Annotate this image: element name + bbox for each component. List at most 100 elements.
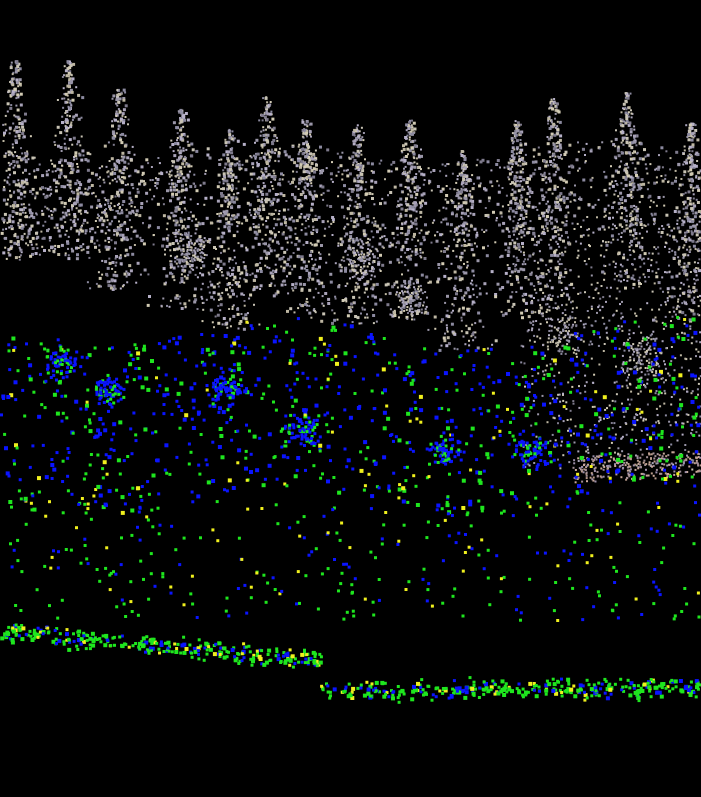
colored-point: [331, 321, 334, 325]
colored-point: [61, 211, 64, 214]
colored-point: [473, 227, 477, 231]
colored-point: [15, 155, 18, 157]
colored-point: [444, 164, 447, 167]
colored-point: [121, 285, 124, 288]
colored-point: [322, 198, 325, 201]
colored-point: [216, 213, 219, 215]
colored-point: [264, 106, 267, 109]
colored-point: [261, 187, 264, 190]
colored-point: [639, 308, 642, 311]
colored-point: [116, 190, 120, 194]
colored-point: [119, 206, 121, 209]
colored-point: [608, 416, 610, 419]
colored-point: [641, 226, 644, 229]
colored-point: [450, 262, 453, 265]
colored-point: [297, 153, 300, 156]
colored-point: [693, 164, 697, 168]
colored-point: [621, 225, 624, 228]
colored-point: [683, 203, 685, 206]
colored-point: [110, 168, 113, 171]
colored-point: [184, 305, 187, 308]
colored-point: [259, 215, 262, 218]
colored-point: [14, 204, 17, 207]
colored-point: [120, 188, 124, 192]
colored-point: [19, 185, 22, 188]
colored-point: [193, 287, 197, 291]
colored-point: [465, 324, 468, 327]
colored-point: [170, 174, 173, 177]
colored-point: [354, 288, 358, 292]
colored-point: [230, 205, 234, 209]
colored-point: [688, 238, 692, 242]
colored-point: [3, 186, 6, 188]
colored-point: [66, 110, 69, 113]
colored-point: [393, 311, 396, 314]
colored-point: [352, 142, 356, 146]
colored-point: [520, 180, 522, 183]
colored-point: [418, 186, 421, 189]
colored-point: [249, 273, 252, 276]
colored-point: [17, 96, 20, 99]
colored-point: [463, 249, 466, 252]
colored-point: [107, 141, 110, 144]
colored-point: [689, 248, 692, 251]
colored-point: [127, 118, 130, 121]
colored-point: [184, 179, 188, 183]
colored-point: [699, 415, 701, 418]
colored-point: [401, 232, 404, 235]
colored-point: [690, 207, 694, 211]
colored-point: [262, 97, 265, 100]
colored-point: [133, 206, 136, 209]
colored-point: [364, 255, 367, 258]
colored-point: [180, 253, 183, 256]
colored-point: [687, 156, 691, 160]
colored-point: [371, 221, 374, 224]
colored-point: [449, 230, 452, 233]
colored-point: [554, 126, 557, 129]
colored-point: [613, 278, 616, 281]
colored-point: [9, 94, 13, 98]
colored-point: [329, 205, 333, 208]
colored-point: [654, 352, 657, 355]
colored-point: [551, 162, 554, 165]
colored-point: [668, 374, 671, 377]
colored-point: [518, 157, 521, 160]
colored-point: [310, 251, 312, 254]
colored-point: [256, 211, 260, 215]
colored-point: [384, 238, 388, 242]
colored-point: [582, 323, 585, 326]
colored-point: [559, 177, 563, 181]
colored-point: [200, 288, 203, 291]
colored-point: [235, 262, 237, 265]
colored-point: [80, 225, 83, 228]
colored-point: [169, 254, 172, 257]
colored-point: [10, 152, 13, 155]
colored-point: [356, 144, 358, 147]
colored-point: [209, 221, 213, 225]
colored-point: [699, 236, 701, 240]
colored-point: [646, 433, 649, 436]
colored-point: [649, 206, 652, 209]
colored-point: [15, 130, 19, 134]
colored-point: [20, 159, 23, 162]
colored-point: [352, 225, 356, 229]
colored-point: [116, 104, 119, 107]
colored-point: [179, 155, 182, 158]
colored-point: [621, 300, 623, 303]
colored-point: [289, 307, 293, 311]
colored-point: [68, 138, 72, 142]
colored-point: [628, 152, 631, 155]
colored-point: [148, 216, 152, 220]
colored-point: [74, 113, 78, 117]
colored-point: [634, 312, 637, 315]
colored-point: [303, 267, 306, 270]
colored-point: [675, 206, 679, 210]
colored-point: [267, 251, 271, 255]
colored-point: [350, 199, 353, 202]
colored-point: [346, 193, 350, 197]
colored-point: [15, 211, 19, 215]
colored-point: [554, 117, 556, 120]
colored-point: [568, 461, 571, 464]
colored-point: [120, 190, 124, 194]
